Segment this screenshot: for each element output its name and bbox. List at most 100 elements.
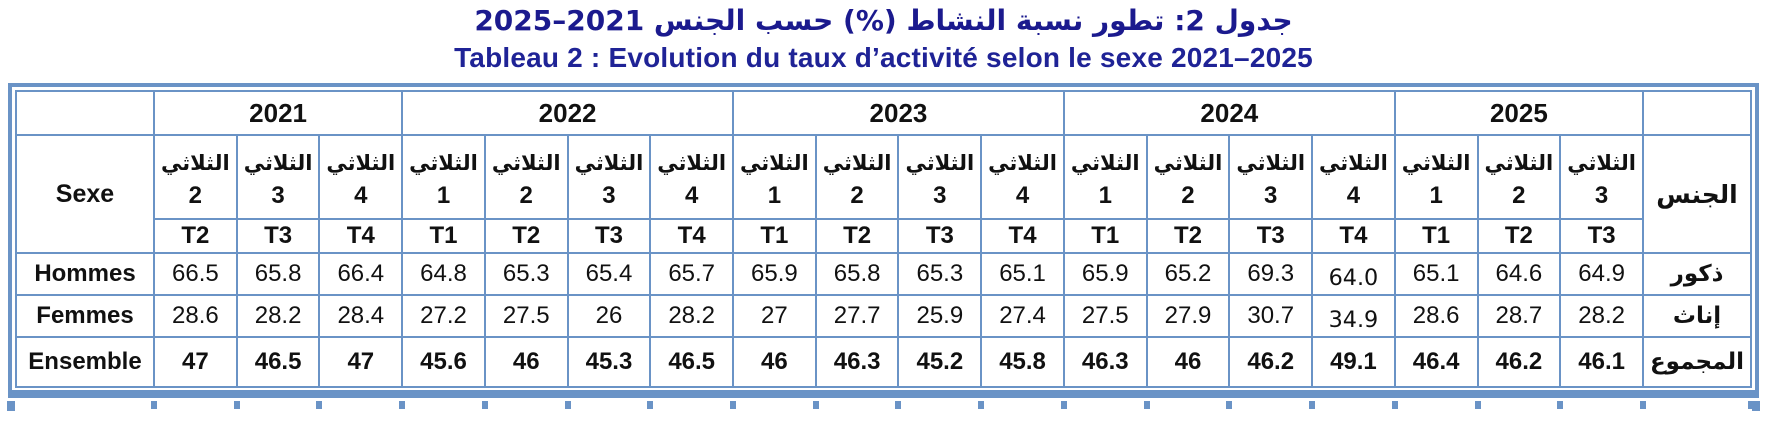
value-text: 65.1 [1412,260,1460,287]
value-text: 65.8 [833,260,881,287]
quarter-header-cell: الثلاثي 2 [153,134,238,220]
value-text: 46.3 [1081,348,1129,375]
row-label-arabic-1: إناث [1642,294,1752,338]
quarter-word-arabic: الثلاثي [1236,151,1306,175]
row-border-stub [1748,401,1754,409]
row-border-stub [399,401,406,409]
value-text: 45.8 [999,348,1046,375]
quarter-header-cell: الثلاثي 3 [235,134,321,220]
value-text: 64.0 [1328,265,1379,291]
value-cell: 65.3 [483,252,569,296]
quarter-word-arabic: الثلاثي [740,151,809,175]
t-label-row: T2 T3 T4 T1 T2 T3 T4 T1 T2 T3 T4 T1 T2 T3 T4 T1 T2 T3 [16,218,1751,254]
value-cell: 46.5 [235,336,321,388]
quarter-word-arabic: الثلاثي [1070,151,1140,175]
activity-rate-table: 2021 2022 2023 2024 2025 Sexe الثلاثي 2 الثلاثي 3… [15,90,1752,388]
value-text: 46.3 [833,348,881,375]
value-cell: 47 [318,336,404,388]
table-header: 2021 2022 2023 2024 2025 Sexe الثلاثي 2 الثلاثي 3… [15,90,1752,254]
value-cell: 65.8 [235,252,321,296]
row-border-stub [1474,401,1481,409]
quarter-header-cell: الثلاثي 1 [1393,134,1479,220]
value-text: 46.2 [1495,348,1543,375]
t-label-T2: T2 [153,218,238,254]
value-text: 27.5 [502,302,550,329]
quarter-number: 3 [1594,182,1609,209]
value-cell: 45.2 [897,336,983,388]
t-label-T3: T3 [897,218,983,254]
value-cell: 65.1 [980,252,1065,296]
t-label-T2: T2 [1145,218,1231,254]
row-label-ensemble: Ensemble [15,336,155,388]
quarter-number: 4 [684,182,699,209]
quarter-word-arabic: الثلاثي [160,151,230,175]
quarter-word-arabic: الثلاثي [409,151,478,175]
value-cell: 25.9 [897,294,983,338]
value-text: 27.9 [1164,302,1212,329]
value-cell: 45.8 [980,336,1065,388]
value-cell: 28.7 [1476,294,1562,338]
quarter-header-cell: الثلاثي 3 [1559,134,1644,220]
quarter-header-cell: الثلاثي 2 [1145,134,1231,220]
t-label-T2: T2 [1476,218,1562,254]
row-border-stub [1391,401,1398,409]
t-label-T4: T4 [318,218,404,254]
value-cell: 26 [566,294,652,338]
value-text: 65.2 [1164,260,1212,287]
table-body: Hommes 66.5 65.8 66.4 64.8 65.3 65.4 65.7 65.9 65… [15,252,1752,388]
t-label-T3: T3 [235,218,321,254]
quarter-word-arabic: الثلاثي [574,151,644,175]
quarter-number: 3 [271,182,285,209]
value-cell: 46.3 [814,336,900,388]
value-text: 28.6 [172,302,219,329]
quarter-word-arabic: الثلاثي [657,151,727,175]
value-cell: 65.9 [1062,252,1148,296]
quarter-header-cell: الثلاثي 1 [401,134,486,220]
quarter-header-cell: الثلاثي 4 [1311,134,1396,220]
value-cell: 64.6 [1476,252,1562,296]
value-text: 46.4 [1412,348,1460,375]
value-cell: 46.4 [1393,336,1479,388]
row-border-stub [730,401,737,409]
value-cell: 65.3 [897,252,983,296]
quarter-header-row: Sexe الثلاثي 2 الثلاثي 3 الثلاثي 4 الثلاثي 1 الثل… [15,134,1752,254]
value-text: 45.2 [916,348,964,375]
value-cell: 64.8 [401,252,486,296]
value-cell: 66.5 [153,252,238,296]
t-label-T4: T4 [649,218,735,254]
year-header-2023: 2023 [732,90,1065,136]
t-label-T1: T1 [1393,218,1479,254]
row-border-stub [1060,401,1067,409]
row-border-stub [647,401,654,409]
quarter-number: 4 [354,182,368,209]
quarter-number: 2 [188,182,203,209]
value-text: 46.1 [1578,348,1625,375]
value-cell: 45.3 [566,336,652,388]
t-label-T2: T2 [483,218,569,254]
value-cell: 46.1 [1559,336,1644,388]
value-cell: 46.5 [649,336,735,388]
row-border-stub [1226,401,1233,409]
quarter-number: 4 [1346,182,1361,209]
quarter-header-cell: الثلاثي 4 [318,134,404,220]
value-cell: 30.7 [1228,294,1314,338]
t-label-T4: T4 [980,218,1065,254]
quarter-number: 3 [933,182,947,209]
quarter-number: 1 [1098,182,1112,209]
jins-header-arabic: الجنس [1642,134,1752,254]
value-cell: 65.8 [814,252,900,296]
table-title-french: Tableau 2 : Evolution du taux d’activité… [454,42,1313,73]
value-cell: 49.1 [1311,336,1396,388]
quarter-word-arabic: الثلاثي [326,151,396,175]
value-cell: 45.6 [401,336,486,388]
row-border-stub [7,401,15,411]
quarter-word-arabic: الثلاثي [1567,151,1636,175]
row-border-stub [1557,401,1564,409]
value-text: 65.9 [751,260,798,287]
value-cell: 46 [483,336,569,388]
quarter-word-arabic: الثلاثي [491,151,561,175]
quarter-number: 2 [519,182,533,209]
row-label-hommes: Hommes [15,252,155,296]
row-border-stub [812,401,819,409]
value-text: 65.3 [916,260,964,287]
